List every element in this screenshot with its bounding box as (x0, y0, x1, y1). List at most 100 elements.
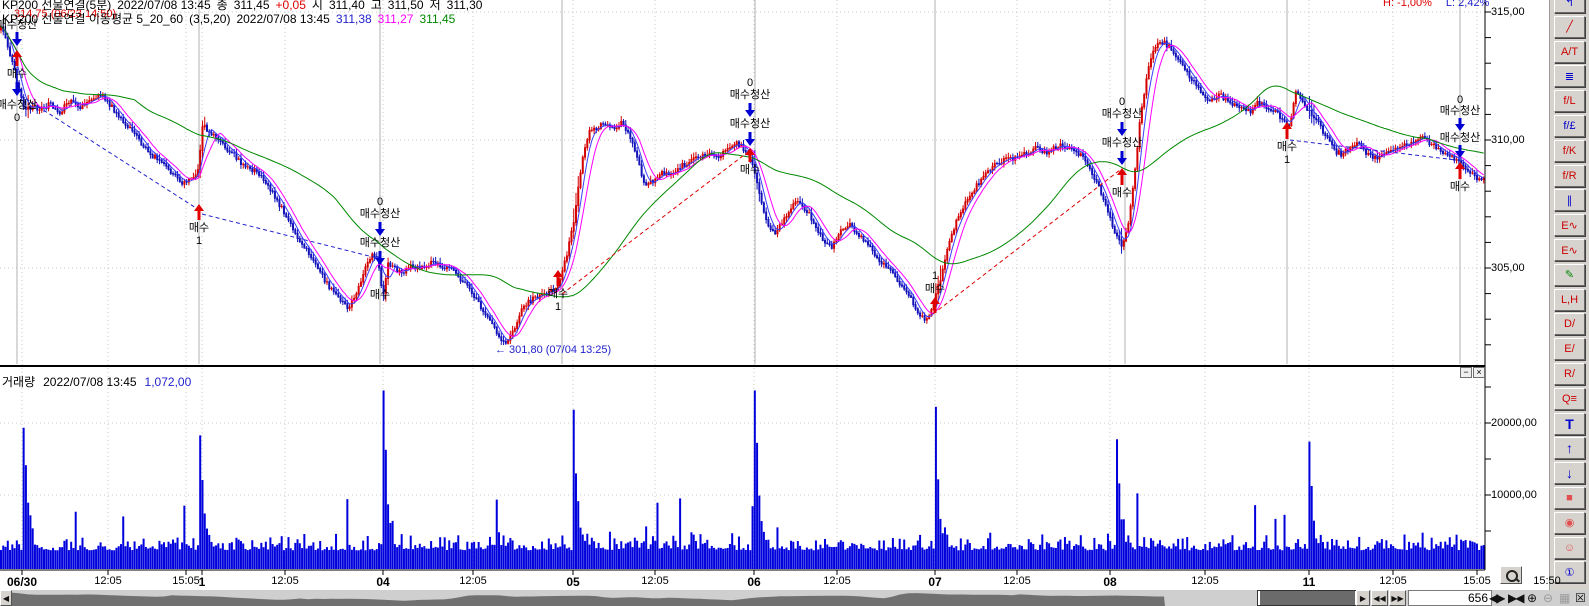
axis-time-label: 12:05 (459, 575, 487, 587)
collapse-pane-button[interactable]: − (1460, 367, 1472, 378)
buy-exit-signal-label: 매수청산 (1439, 105, 1481, 117)
buy-exit-signal-label: 매수청산 (0, 19, 38, 31)
bar-count-input[interactable] (1408, 590, 1492, 606)
page-forward-button[interactable]: ▶▶ (1389, 590, 1406, 606)
square-marker-button[interactable]: ■ (1554, 487, 1585, 509)
scrollbar-minimap[interactable] (0, 590, 1589, 606)
pencil-button[interactable]: ✎ (1554, 263, 1585, 286)
quote-list-button[interactable]: Q≡ (1554, 387, 1585, 410)
axis-price-label: 20000,00 (1491, 417, 1537, 429)
func-retracement-button[interactable]: f/R (1554, 164, 1585, 187)
pencil-icon: ✎ (1564, 269, 1575, 282)
zoom-in-icon[interactable]: ⊕ (1527, 590, 1537, 605)
square-marker-icon: ■ (1566, 492, 1573, 504)
page-back-button[interactable]: ◀◀ (1371, 590, 1388, 606)
step-icon[interactable]: ◀▶ (1489, 590, 1506, 605)
arrow-down-marker-icon: ↓ (1566, 465, 1573, 482)
minimize-icon: − (1463, 367, 1469, 377)
buy-exit-signal-label: 매수청산 (1101, 137, 1143, 149)
axis-price-label: 315,00 (1491, 6, 1525, 18)
number-marker-button[interactable]: ① (1554, 561, 1585, 584)
zoom-out-icon: ⊖ (1543, 590, 1553, 605)
buy-exit-signal-label: 매수청산 (729, 118, 771, 130)
circle-marker-button[interactable]: ◉ (1554, 511, 1585, 534)
signal-count-label: 0 (746, 77, 754, 89)
smiley-marker-button[interactable]: ☺ (1554, 536, 1585, 559)
buy-signal-label: 매수 (1449, 181, 1471, 193)
high-price-annotation: 314,75 (06/23 14:50) (14, 8, 117, 20)
open-label: 시 (311, 0, 323, 12)
axis-time-label: 12:05 (271, 575, 299, 587)
func-bars-button[interactable]: f/L (1554, 90, 1585, 113)
fan-lines-button[interactable]: f/K (1554, 139, 1585, 162)
axis-time-label: 12:05 (823, 575, 851, 587)
low-value: 311,30 (446, 0, 483, 12)
chart-plot[interactable] (0, 0, 1549, 590)
pattern-e-button[interactable]: E/ (1554, 338, 1585, 361)
pattern-d-icon: D/ (1564, 318, 1575, 331)
parallel-lines-button[interactable]: ∥ (1554, 189, 1585, 212)
text-annotation-icon: A/T (1560, 45, 1579, 58)
buy-exit-signal-label: 매수청산 (359, 237, 401, 249)
h-percent: H: -1,00% (1383, 0, 1432, 9)
ma-title: KP200 선물연결 이동평균 5_20_60 (2, 12, 184, 26)
elliott-wave-2-button[interactable]: E∿ (1554, 239, 1585, 261)
elliott-wave-1-button[interactable]: E∿ (1554, 214, 1585, 237)
close-icon[interactable]: ☒ (1575, 590, 1586, 605)
number-marker-icon: ① (1564, 566, 1575, 579)
buy-signal-label: 매수 (1276, 141, 1298, 153)
buy-signal-label: 매수 (739, 164, 761, 176)
pattern-e-icon: E/ (1564, 343, 1575, 356)
fibonacci-lines-button[interactable]: ≣ (1554, 65, 1585, 88)
scroll-right-button[interactable]: ▶ (1356, 590, 1370, 606)
volume-pane-controls: − × (1459, 367, 1485, 378)
undo-button[interactable]: ↰ (1554, 0, 1585, 13)
volume-value: 1,072,00 (144, 375, 192, 389)
axis-time-label: 08 (1103, 575, 1117, 589)
signal-count-label: 0 (13, 112, 21, 124)
low-label: 저 (429, 0, 441, 12)
low-high-marker-button[interactable]: L,H (1554, 288, 1585, 311)
elliott-wave-1-icon: E∿ (1561, 219, 1578, 232)
text-annotation-button[interactable]: A/T (1554, 40, 1585, 63)
arrow-down-marker-button[interactable]: ↓ (1554, 462, 1585, 485)
pattern-r-button[interactable]: R/ (1554, 363, 1585, 385)
text-label-button[interactable]: T (1554, 412, 1585, 435)
buy-signal-label: 매수 (188, 222, 210, 234)
axis-price-label: 10000,00 (1491, 489, 1537, 501)
signal-count-label: 1 (554, 301, 562, 313)
buy-signal-label: 매수 (1111, 187, 1133, 199)
scrollbar-thumb[interactable] (1258, 591, 1357, 605)
axis-time-label: 15:05 (1463, 575, 1491, 587)
low-price-annotation: ← 301,80 (07/04 13:25) (495, 344, 612, 356)
symbol-header: KP200 선물연결(5분) 2022/07/08 13:45 종 311,45 +0,… (2, 0, 488, 13)
signal-count-label: 0 (1118, 96, 1126, 108)
zoom-tool-button[interactable] (1500, 566, 1522, 584)
volume-pane-header: 거래량 2022/07/08 13:45 1,072,00 (2, 373, 199, 390)
close-pane-button[interactable]: × (1473, 367, 1485, 378)
go-end-icon[interactable]: ▶◀ (1508, 590, 1525, 605)
axis-price-label: 310,00 (1491, 134, 1525, 146)
ma-params: (3,5,20) (189, 12, 231, 26)
signal-count-label: 0 (376, 196, 384, 208)
ma60-value: 311,45 (419, 12, 456, 26)
l-percent: L: 2,42% (1445, 0, 1490, 9)
trendline-button[interactable]: ╱ (1554, 15, 1585, 38)
axis-time-label: 12:05 (1379, 575, 1407, 587)
ma-datetime: 2022/07/08 13:45 (236, 12, 330, 26)
low-high-marker-icon: L,H (1560, 293, 1579, 306)
volume-title: 거래량 (2, 375, 36, 389)
high-label: 고 (370, 0, 382, 12)
high-value: 311,50 (387, 0, 424, 12)
scroll-left-button[interactable]: ◀ (0, 590, 12, 606)
pattern-d-button[interactable]: D/ (1554, 313, 1585, 336)
axis-time-label: 12:05 (641, 575, 669, 587)
buy-exit-signal-label: 매수청산 (0, 99, 38, 111)
header-datetime: 2022/07/08 13:45 (117, 0, 211, 12)
func-retracement-icon: f/R (1562, 169, 1577, 182)
ma5-value: 311,38 (335, 12, 372, 26)
arrow-up-marker-button[interactable]: ↑ (1554, 437, 1585, 460)
func-wave-button[interactable]: f/£ (1554, 115, 1585, 137)
fan-lines-icon: f/K (1562, 144, 1577, 157)
